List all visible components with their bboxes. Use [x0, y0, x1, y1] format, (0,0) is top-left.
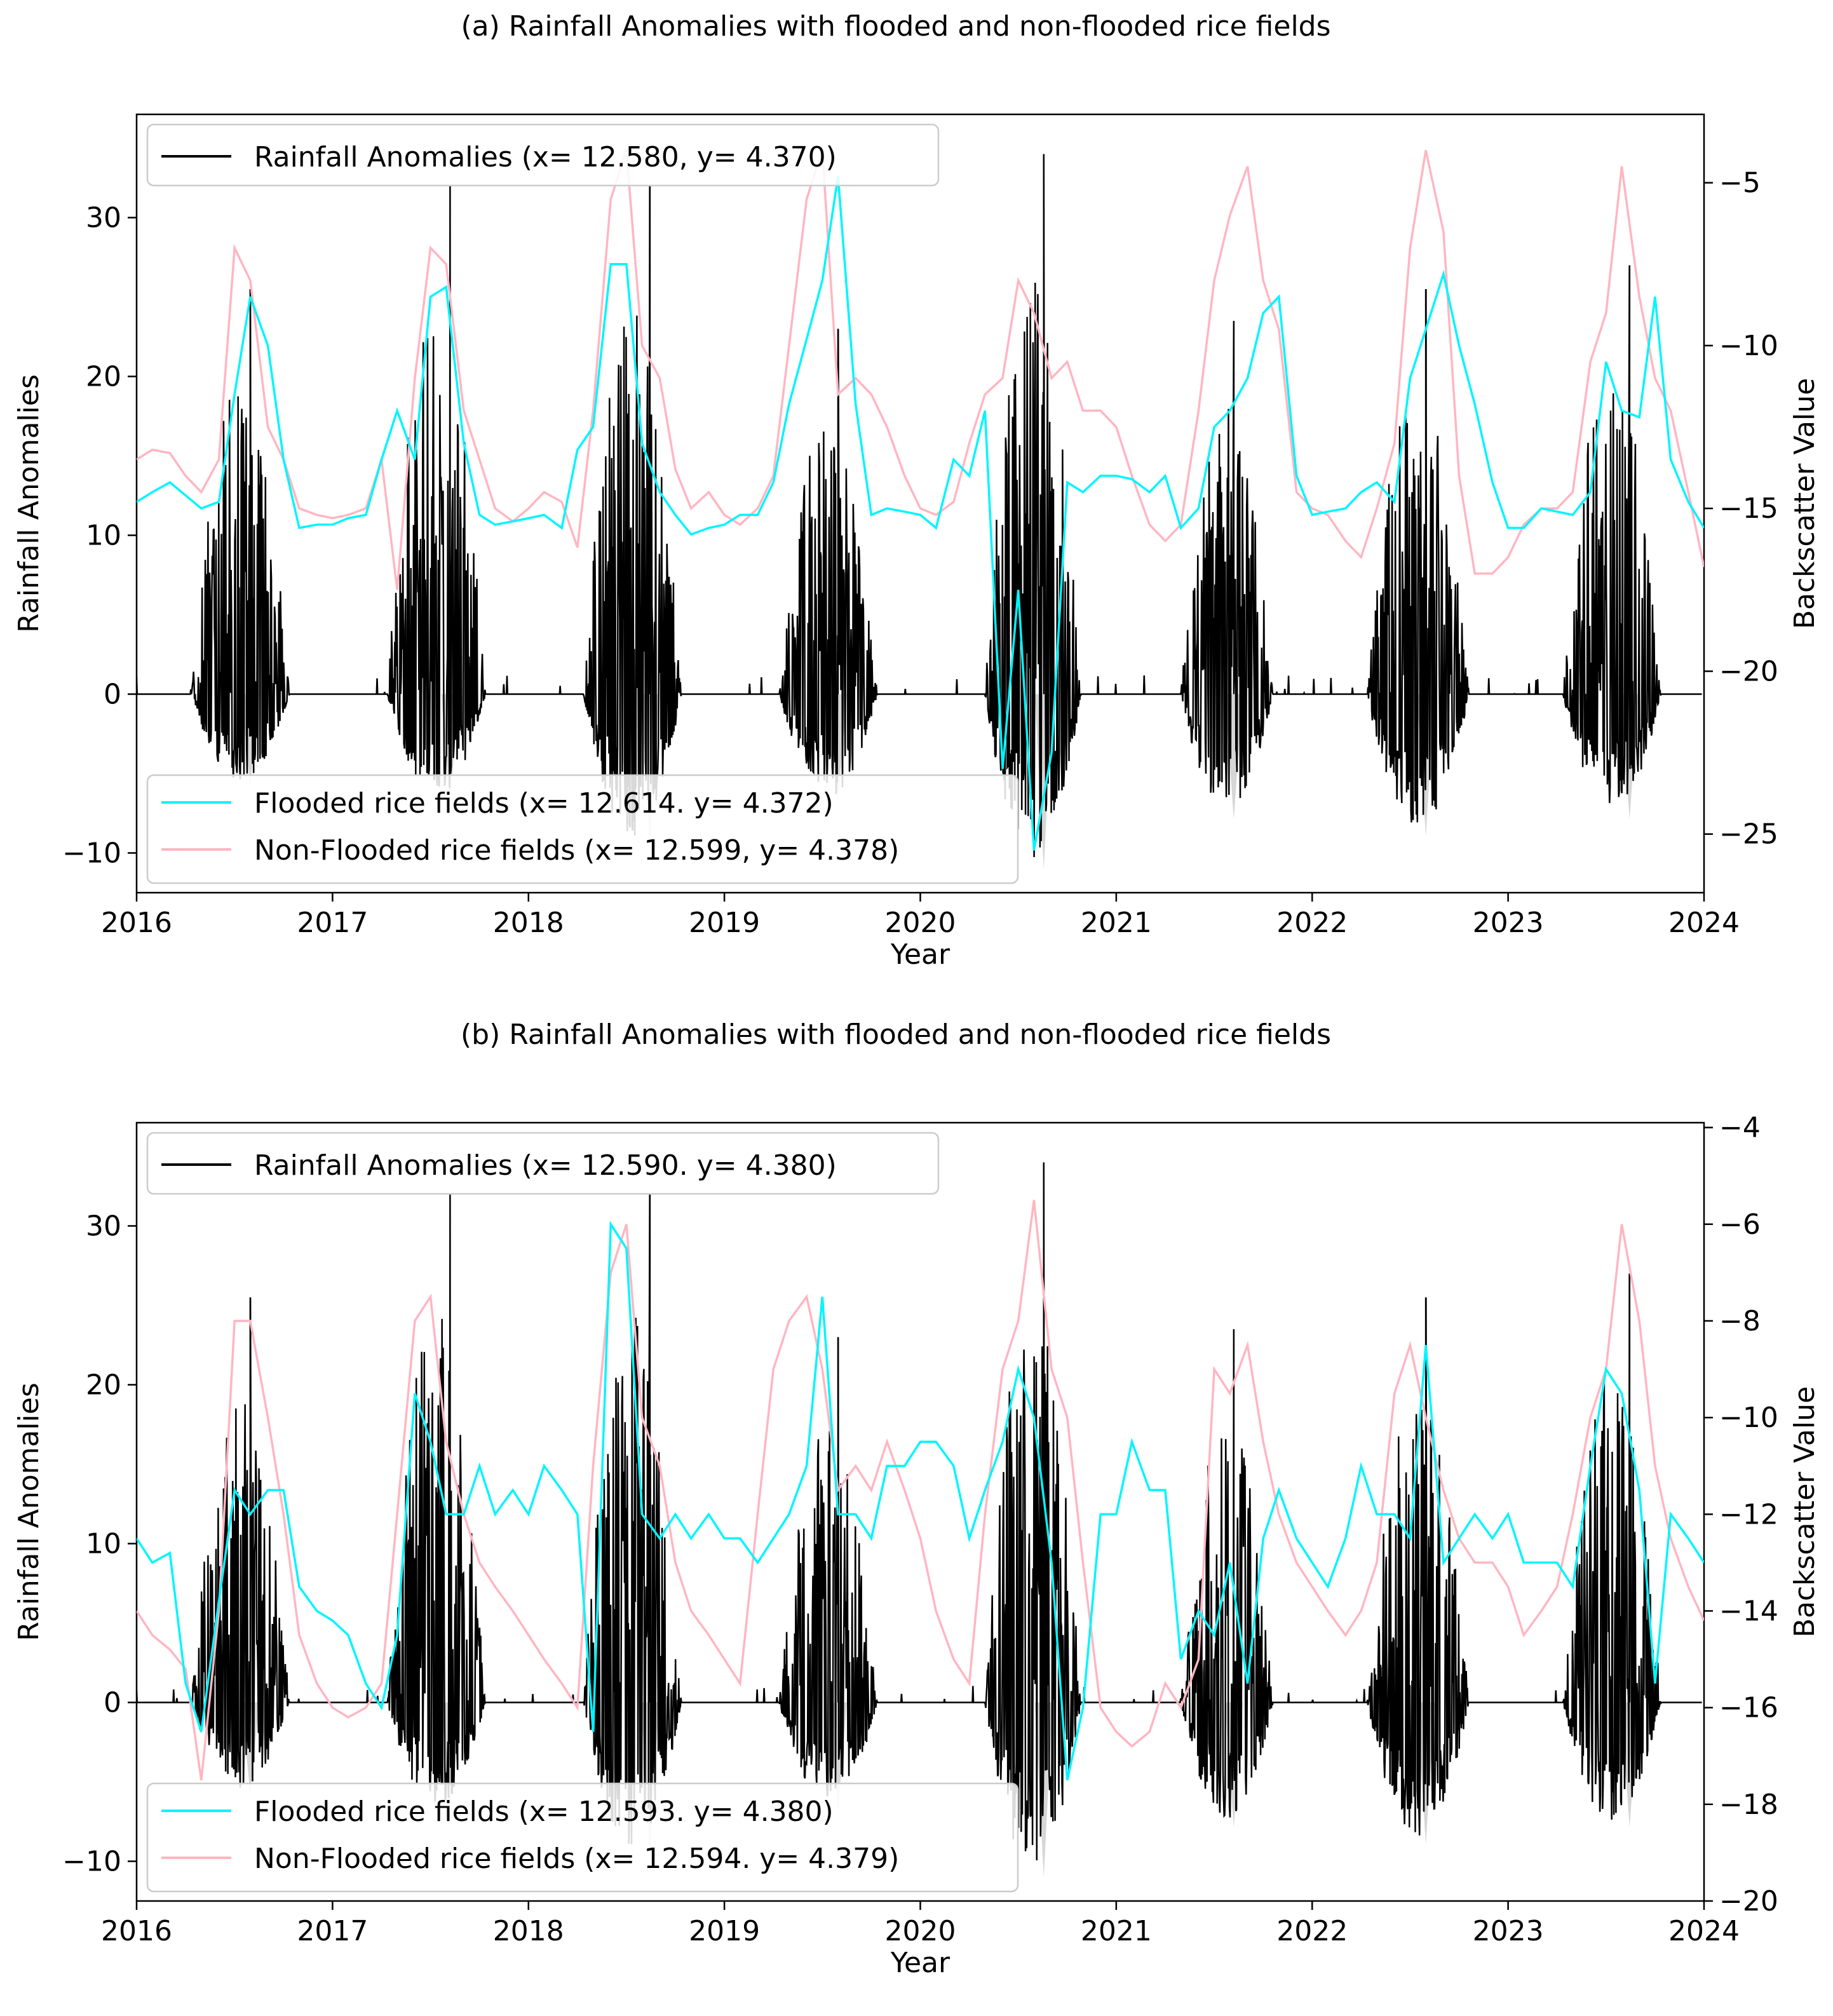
y-right-tick-label: −8 [1719, 1305, 1761, 1337]
y-right-tick-label: −18 [1719, 1789, 1778, 1821]
x-tick-label: 2023 [1473, 1915, 1544, 1947]
y-right-tick-label: −10 [1719, 330, 1778, 362]
legend-rainfall-label: Rainfall Anomalies (x= 12.590. y= 4.380) [254, 1149, 837, 1182]
y-right-axis-label: Backscatter Value [1789, 378, 1821, 629]
y-left-axis-label: Rainfall Anomalies [13, 1383, 45, 1641]
y-right-tick-label: −16 [1719, 1692, 1778, 1724]
x-tick-label: 2017 [297, 1915, 368, 1947]
y-right-tick-label: −6 [1719, 1208, 1761, 1241]
legend-rainfall: Rainfall Anomalies (x= 12.580, y= 4.370) [146, 123, 940, 187]
y-left-tick-label: 20 [86, 1369, 121, 1402]
y-right-tick-label: −10 [1719, 1402, 1778, 1434]
legend-rice-fields: Flooded rice fields (x= 12.593. y= 4.380… [146, 1782, 1019, 1893]
x-tick-label: 2018 [493, 1915, 564, 1947]
chart-panel-a: (a) Rainfall Anomalies with flooded and … [13, 10, 1821, 971]
legend-rainfall: Rainfall Anomalies (x= 12.590. y= 4.380) [146, 1132, 940, 1195]
x-tick-label: 2019 [689, 1915, 760, 1947]
y-left-tick-label: 10 [86, 520, 121, 552]
legend-flooded-label: Flooded rice fields (x= 12.593. y= 4.380… [254, 1796, 834, 1828]
y-left-tick-label: 30 [86, 1210, 121, 1243]
legend-rice-fields-box [146, 774, 1019, 884]
y-right-tick-label: −12 [1719, 1498, 1778, 1531]
x-tick-label: 2024 [1668, 907, 1740, 939]
legend-non-flooded-label: Non-Flooded rice fields (x= 12.594. y= 4… [254, 1843, 899, 1875]
legend-flooded-label: Flooded rice fields (x= 12.614. y= 4.372… [254, 787, 834, 820]
y-right-tick-label: −25 [1719, 818, 1778, 851]
x-tick-label: 2022 [1276, 907, 1348, 939]
y-right-tick-label: −5 [1719, 167, 1761, 200]
chart-title: (a) Rainfall Anomalies with flooded and … [461, 10, 1330, 43]
y-right-tick-label: −14 [1719, 1595, 1778, 1627]
x-tick-label: 2017 [297, 907, 368, 939]
legend-rainfall-label: Rainfall Anomalies (x= 12.580, y= 4.370) [254, 141, 837, 173]
chart-b: (b) Rainfall Anomalies with flooded and … [13, 1018, 1821, 1979]
y-right-tick-label: −20 [1719, 655, 1778, 687]
non-flooded-rice-fields-line [137, 1200, 1704, 1781]
plot-area [137, 149, 1704, 870]
x-axis-label: Year [890, 938, 950, 971]
x-tick-label: 2022 [1276, 1915, 1348, 1947]
y-right-axis-label: Backscatter Value [1789, 1386, 1821, 1637]
legend-rice-fields: Flooded rice fields (x= 12.614. y= 4.372… [146, 774, 1019, 884]
plot-area [137, 1162, 1704, 1878]
y-left-tick-label: 10 [86, 1528, 121, 1560]
x-tick-label: 2023 [1473, 907, 1544, 939]
rainfall-anomalies-line [137, 1162, 1702, 1861]
y-right-tick-label: −15 [1719, 492, 1778, 525]
y-right-tick-label: −20 [1719, 1885, 1778, 1918]
chart-panel-b: (b) Rainfall Anomalies with flooded and … [0, 1008, 1833, 2016]
x-tick-label: 2020 [885, 1915, 956, 1947]
legend-rainfall-box [146, 1132, 940, 1195]
chart-title: (b) Rainfall Anomalies with flooded and … [461, 1018, 1331, 1051]
non-flooded-rice-fields-line [137, 149, 1704, 590]
chart-a: (a) Rainfall Anomalies with flooded and … [13, 10, 1821, 971]
x-tick-label: 2021 [1081, 907, 1152, 939]
legend-non-flooded-label: Non-Flooded rice fields (x= 12.599, y= 4… [254, 834, 899, 867]
y-left-tick-label: 0 [104, 1687, 121, 1719]
x-axis-label: Year [890, 1947, 950, 1979]
flooded-rice-fields-line [137, 1221, 1704, 1781]
rainfall-anomalies-line [137, 154, 1702, 858]
y-left-tick-label: 30 [86, 202, 121, 234]
y-left-tick-label: −10 [62, 837, 121, 870]
x-tick-label: 2018 [493, 907, 564, 939]
y-left-tick-label: 0 [104, 679, 121, 711]
y-left-tick-label: −10 [62, 1846, 121, 1878]
legend-rice-fields-box [146, 1782, 1019, 1893]
x-tick-label: 2020 [885, 907, 956, 939]
x-tick-label: 2021 [1081, 1915, 1152, 1947]
x-tick-label: 2019 [689, 907, 760, 939]
legend-rainfall-box [146, 123, 940, 187]
x-tick-label: 2024 [1668, 1915, 1740, 1947]
x-tick-label: 2016 [101, 1915, 172, 1947]
x-tick-label: 2016 [101, 907, 172, 939]
y-left-axis-label: Rainfall Anomalies [13, 374, 45, 633]
y-left-tick-label: 20 [86, 361, 121, 393]
y-right-tick-label: −4 [1719, 1112, 1761, 1144]
flooded-rice-fields-line [137, 176, 1704, 851]
